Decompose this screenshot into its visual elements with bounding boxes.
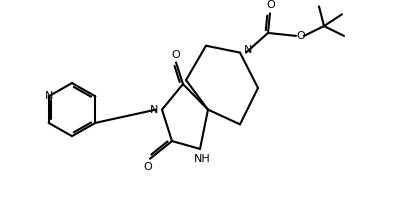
Text: O: O	[171, 49, 180, 60]
Text: O: O	[266, 0, 275, 11]
Text: O: O	[143, 162, 152, 172]
Text: NH: NH	[193, 154, 210, 164]
Text: N: N	[45, 91, 53, 101]
Text: O: O	[296, 31, 305, 41]
Text: N: N	[243, 45, 251, 55]
Text: N: N	[150, 105, 158, 115]
